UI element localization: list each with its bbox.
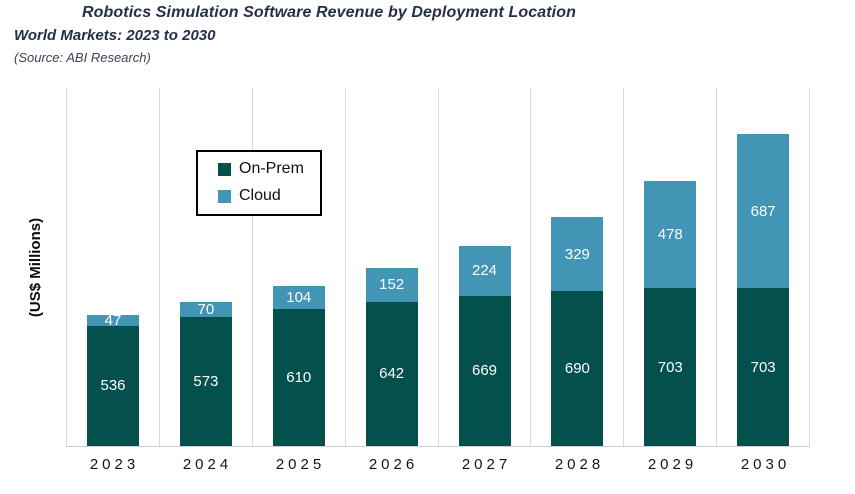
legend-item-on-prem: On-Prem (218, 160, 304, 178)
bar-segment-on-prem-2029: 703 (644, 288, 697, 446)
stacked-bar-2026: 642 152 (365, 267, 418, 446)
category-column-2030: 703 687 (717, 88, 810, 446)
bar-value-label: 152 (379, 276, 405, 294)
x-tick-label-2024: 2024 (182, 456, 233, 473)
category-column-2025: 610 104 (253, 88, 346, 446)
on-prem-swatch-icon (218, 162, 231, 176)
stacked-bar-2029: 703 478 (644, 181, 697, 446)
bar-value-label: 610 (286, 369, 312, 387)
stacked-bar-2027: 669 224 (458, 245, 511, 446)
chart-subtitle: World Markets: 2023 to 2030 (14, 27, 216, 44)
bar-value-label: 669 (471, 362, 498, 380)
stacked-bar-2028: 690 329 (551, 217, 604, 446)
chart-title: Robotics Simulation Software Revenue by … (82, 4, 576, 21)
bar-segment-on-prem-2024: 573 (179, 317, 232, 446)
stacked-bar-2024: 573 70 (179, 301, 232, 446)
bar-segment-cloud-2029: 478 (644, 181, 697, 289)
bar-segment-on-prem-2025: 610 (272, 309, 325, 446)
bar-segment-cloud-2030: 687 (737, 134, 790, 289)
x-tick-label-2026: 2026 (368, 456, 419, 473)
category-column-2029: 703 478 (624, 88, 718, 446)
bar-value-label: 573 (193, 373, 219, 391)
bar-segment-cloud-2023: 47 (87, 311, 139, 329)
bar-value-label: 478 (657, 226, 683, 244)
x-tick-label-2030: 2030 (740, 456, 791, 473)
bar-value-label: 70 (197, 301, 215, 319)
bar-segment-cloud-2026: 152 (365, 267, 418, 302)
bar-value-label: 690 (564, 360, 590, 378)
x-axis: 2023 2024 2025 2026 2027 2028 2029 2030 (66, 456, 810, 473)
bar-segment-cloud-2028: 329 (551, 217, 604, 292)
bar-segment-on-prem-2023: 536 (87, 325, 139, 446)
plot-area: 536 47 573 70 610 104 642 152 669 224 690 329 703 478… (66, 88, 810, 447)
category-column-2023: 536 47 (67, 88, 160, 446)
bar-segment-cloud-2024: 70 (179, 301, 232, 319)
legend-box: On-Prem Cloud (196, 150, 322, 216)
bar-value-label: 703 (657, 358, 683, 376)
bar-segment-cloud-2025: 104 (272, 285, 325, 310)
bar-value-label: 329 (564, 245, 590, 263)
bar-segment-on-prem-2026: 642 (365, 301, 418, 446)
y-axis-label: (US$ Millions) (27, 217, 45, 318)
cloud-swatch-icon (218, 189, 231, 203)
legend-label-cloud: Cloud (239, 187, 281, 204)
bar-segment-on-prem-2027: 669 (458, 295, 511, 446)
bar-segment-cloud-2027: 224 (458, 245, 511, 296)
stacked-bar-2023: 536 47 (87, 311, 139, 446)
x-tick-label-2028: 2028 (554, 456, 605, 473)
y-axis-label-area: (US$ Millions) (18, 88, 54, 447)
x-tick-label-2029: 2029 (647, 456, 698, 473)
legend-item-cloud: Cloud (218, 187, 304, 205)
x-tick-label-2025: 2025 (275, 456, 326, 473)
stacked-bar-2030: 703 687 (737, 134, 790, 446)
stacked-bar-2025: 610 104 (272, 285, 325, 446)
bar-value-label: 47 (104, 311, 122, 329)
category-column-2026: 642 152 (346, 88, 439, 446)
bar-value-label: 536 (100, 377, 126, 395)
legend-label-on-prem: On-Prem (239, 160, 304, 177)
category-column-2024: 573 70 (160, 88, 253, 446)
bar-value-label: 642 (379, 365, 405, 383)
bar-value-label: 687 (750, 202, 776, 220)
category-column-2028: 690 329 (531, 88, 625, 446)
bar-segment-on-prem-2028: 690 (551, 291, 604, 446)
bar-value-label: 104 (286, 288, 312, 306)
category-column-2027: 669 224 (439, 88, 532, 446)
bar-value-label: 703 (750, 358, 776, 376)
chart-source: (Source: ABI Research) (14, 50, 151, 65)
bar-value-label: 224 (471, 262, 498, 280)
x-tick-label-2027: 2027 (461, 456, 512, 473)
bar-segment-on-prem-2030: 703 (737, 288, 790, 446)
x-tick-label-2023: 2023 (89, 456, 140, 473)
